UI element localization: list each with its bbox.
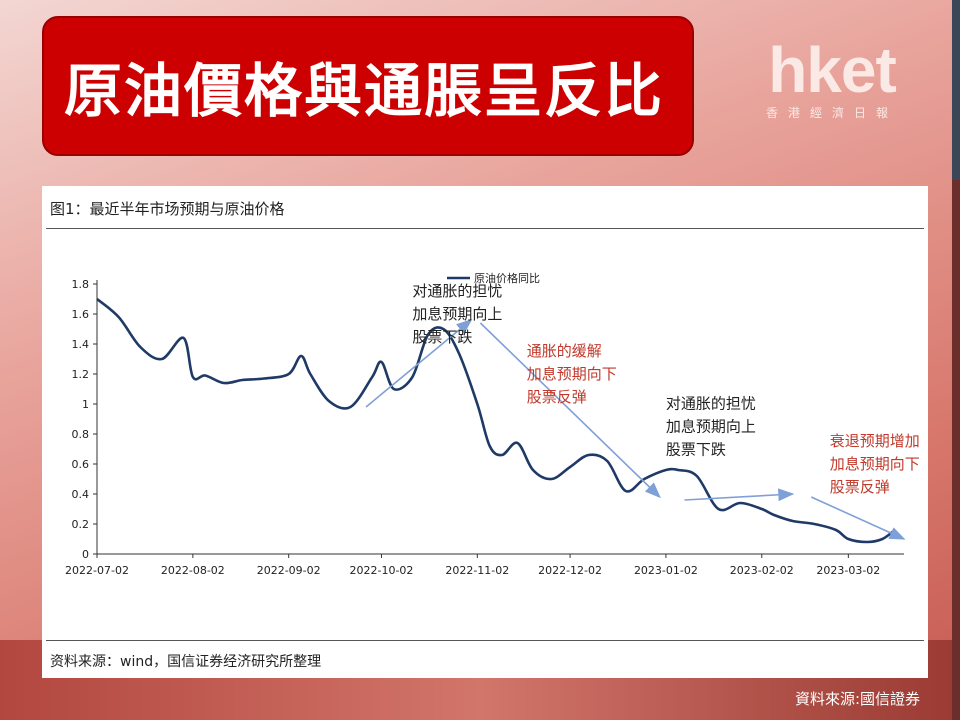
annotation-text: 股票反弹 xyxy=(830,478,890,496)
hket-logo: hket 香港經濟日報 xyxy=(752,38,912,128)
x-tick-label: 2022-10-02 xyxy=(349,564,413,577)
annotation-text: 衰退预期增加 xyxy=(830,432,920,450)
y-tick-label: 0.4 xyxy=(72,488,90,501)
annotation-text: 加息预期向下 xyxy=(830,455,920,473)
annotation-text: 加息预期向下 xyxy=(527,365,617,383)
x-tick-label: 2023-02-02 xyxy=(730,564,794,577)
x-tick-label: 2022-07-02 xyxy=(65,564,129,577)
y-tick-label: 1.8 xyxy=(72,278,90,291)
annotation-text: 通胀的缓解 xyxy=(527,342,602,360)
annotation-text: 加息预期向上 xyxy=(666,418,756,436)
y-tick-label: 0.8 xyxy=(72,428,90,441)
trend-arrow xyxy=(810,496,906,540)
annotation-text: 股票反弹 xyxy=(527,388,587,406)
logo-wordmark: hket xyxy=(768,34,897,106)
x-tick-label: 2023-01-02 xyxy=(634,564,698,577)
trend-arrow xyxy=(684,488,795,502)
panel-top-rule xyxy=(46,228,924,229)
line-chart: 0 0.2 0.4 0.6 0.8 1 1.2 1.4 1.6 1.8 2022-07-02 2022… xyxy=(65,271,920,577)
x-tick-label: 2023-03-02 xyxy=(816,564,880,577)
page-title: 原油價格與通脹呈反比 xyxy=(64,57,665,125)
annotation-text: 股票下跌 xyxy=(666,441,726,459)
chart-figure-title: 图1：最近半年市场预期与原油价格 xyxy=(50,200,285,218)
annotation-text: 加息预期向上 xyxy=(412,305,502,323)
title-banner: 原油價格與通脹呈反比 xyxy=(42,16,694,156)
y-tick-label: 0.6 xyxy=(72,458,90,471)
y-tick-label: 0 xyxy=(82,548,89,561)
legend-label: 原油价格同比 xyxy=(474,271,540,285)
annotation-text: 股票下跌 xyxy=(412,328,472,346)
annotation-text: 对通胀的担忧 xyxy=(412,282,502,300)
y-tick-label: 1.6 xyxy=(72,308,90,321)
x-tick-label: 2022-12-02 xyxy=(538,564,602,577)
chart-panel: 图1：最近半年市场预期与原油价格 0 0.2 0.4 0.6 0.8 1 1.2 1.4 1.6… xyxy=(42,186,928,678)
chart-source-note: 资料来源：wind，国信证券经济研究所整理 xyxy=(50,654,322,670)
series-line-crude-yoy xyxy=(96,297,896,544)
y-tick-label: 1.2 xyxy=(72,368,90,381)
y-tick-label: 1 xyxy=(82,398,89,411)
right-edge-strip-lower xyxy=(952,180,960,720)
x-tick-label: 2022-08-02 xyxy=(161,564,225,577)
x-tick-label: 2022-11-02 xyxy=(445,564,509,577)
annotation-text: 对通胀的担忧 xyxy=(666,395,756,413)
trend-arrow xyxy=(479,322,661,499)
footer-source: 資料來源:國信證券 xyxy=(794,690,920,708)
y-tick-label: 0.2 xyxy=(72,518,90,531)
logo-subtitle: 香港經濟日報 xyxy=(765,106,898,120)
x-tick-label: 2022-09-02 xyxy=(257,564,321,577)
trend-arrow xyxy=(365,318,473,408)
panel-bottom-rule xyxy=(46,640,924,641)
y-tick-label: 1.4 xyxy=(72,338,90,351)
